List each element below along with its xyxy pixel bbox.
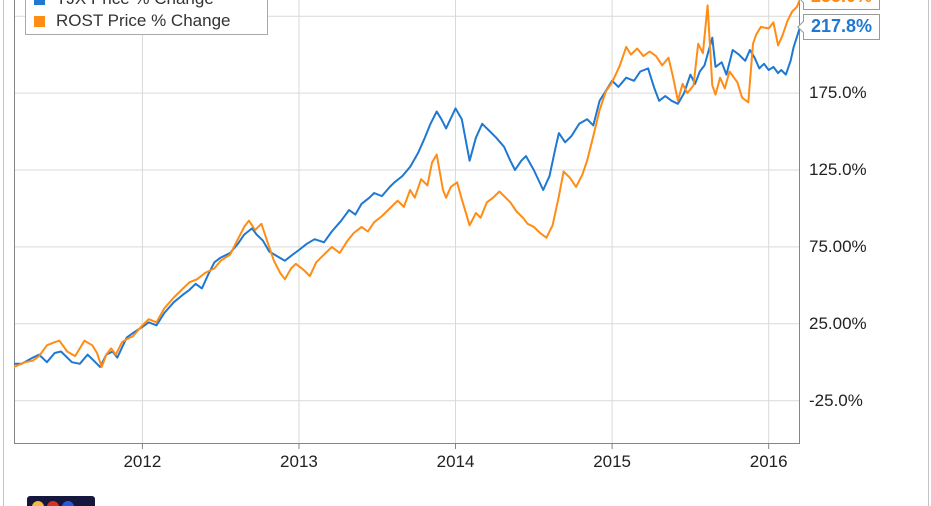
y-axis-label: 175.0%: [809, 83, 867, 103]
callout-rost-value: 235.0%: [797, 0, 881, 10]
y-axis-label: -25.0%: [809, 390, 863, 410]
legend-item-tjx: TJX Price % Change: [34, 0, 267, 10]
tjx-end-value: 217.8%: [811, 16, 873, 36]
x-axis-label: 2014: [436, 452, 475, 471]
series-line-rost: [14, 0, 800, 368]
legend-label: TJX Price % Change: [56, 0, 214, 8]
legend-swatch-icon: [34, 16, 45, 27]
plot-area[interactable]: [14, 0, 800, 450]
embed-left-border: [3, 0, 4, 506]
x-axis-label: 2016: [749, 452, 788, 471]
logo-red-icon: [47, 501, 59, 506]
x-axis-label: 2013: [280, 452, 318, 471]
y-axis-label: 75.00%: [809, 236, 867, 256]
x-axis-label: 2015: [593, 452, 632, 471]
x-axis-label: 2012: [123, 452, 162, 471]
series-line-tjx: [14, 26, 800, 368]
legend-item-rost: ROST Price % Change: [34, 10, 267, 32]
y-axis-label: 125.0%: [809, 159, 867, 179]
site-logo[interactable]: [27, 496, 95, 506]
legend-swatch-icon: [34, 0, 45, 5]
y-axis-label: 25.00%: [809, 313, 867, 333]
callout-tjx-value: 217.8%: [797, 14, 881, 40]
embed-right-border: [928, 0, 929, 506]
legend: TJX Price % Change ROST Price % Change: [25, 0, 268, 35]
logo-blue-icon: [62, 501, 74, 506]
rost-end-value: 235.0%: [811, 0, 872, 6]
legend-label: ROST Price % Change: [56, 11, 231, 30]
logo-gold-icon: [32, 501, 44, 506]
